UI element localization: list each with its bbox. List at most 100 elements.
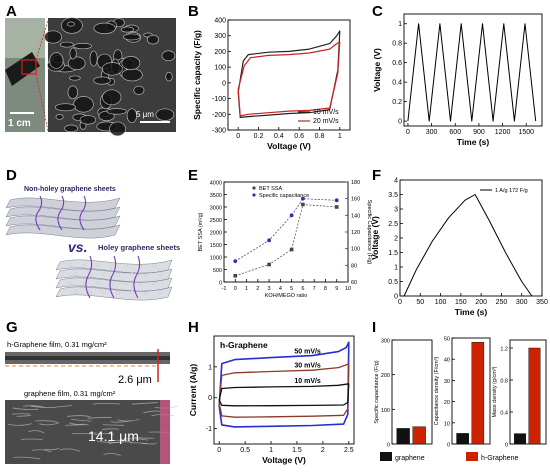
- panel-label-b: B: [188, 3, 199, 20]
- sem-pore: [59, 41, 74, 48]
- cv-loop-2: [218, 383, 350, 407]
- bar-subplot-1: 0 10 20 30 40 50 Capacitance density (F/cm³): [434, 337, 491, 449]
- non-holey-sheets-illustration: [5, 195, 121, 239]
- sem-pore: [73, 42, 93, 50]
- bar-subplot-0: 0 100 200 300 Specific capacitance (F/g): [374, 339, 433, 449]
- layer-texture: [141, 442, 157, 445]
- sheet-hole: [144, 291, 148, 295]
- layer-texture: [131, 402, 158, 405]
- sem-pore: [122, 33, 141, 41]
- y-axis-label: BET SSA (m²/g): [198, 212, 204, 251]
- ion-path: [109, 255, 117, 299]
- layer-texture: [123, 438, 148, 441]
- panel-i-legend: graphene h-Graphene: [380, 452, 518, 462]
- ion-path: [57, 195, 65, 231]
- plot-frame: [213, 335, 355, 445]
- sheet-hole: [124, 281, 128, 285]
- layer-texture: [67, 415, 91, 418]
- sem-pore: [69, 47, 77, 60]
- x-tick-label: 5: [290, 286, 293, 292]
- layer-texture: [31, 449, 52, 453]
- sem-pore: [64, 124, 79, 133]
- x-tick-label: 0: [234, 286, 237, 292]
- y-tick-label: 10: [444, 421, 450, 427]
- layer-texture: [59, 448, 81, 452]
- x-tick-label: 300: [426, 129, 438, 136]
- thickness-highlight: [160, 400, 170, 464]
- layer-texture: [101, 428, 119, 430]
- y-tick-label: 0: [219, 281, 222, 287]
- x-tick-label: 2: [321, 447, 325, 454]
- zoom-line-bottom: [35, 73, 49, 132]
- layer-texture: [53, 405, 72, 408]
- charge-discharge-curve: [407, 23, 537, 122]
- y-tick-label: 0: [505, 443, 508, 449]
- y-tick-label: -100: [212, 96, 226, 103]
- sem-pore: [66, 21, 75, 27]
- x-tick-label: 200: [475, 299, 487, 306]
- sem-pore: [120, 26, 134, 33]
- cv-loop-0: [218, 341, 350, 428]
- legend-label: 10 mV/s: [313, 109, 339, 116]
- galvanostatic-curve: [403, 194, 533, 297]
- y-tick-label: 4: [394, 178, 398, 185]
- sheet-hole: [152, 263, 156, 267]
- x-tick-label: 1: [338, 133, 342, 140]
- y-right-tick-label: 140: [351, 213, 360, 219]
- layer-texture: [71, 418, 92, 422]
- legend-label: Specific capacitance: [259, 193, 309, 199]
- sheet-hole: [116, 291, 120, 295]
- y-tick-label: 0.4: [392, 80, 402, 87]
- x-tick-label: 350: [536, 299, 548, 306]
- y-tick-label: 0: [398, 119, 402, 126]
- y-tick-label: 0.4: [500, 411, 508, 417]
- graphene-sheet: [5, 206, 121, 221]
- y-tick-label: 1: [398, 21, 402, 28]
- y-tick-label: 4000: [210, 181, 222, 187]
- x-tick-label: 0.2: [254, 133, 264, 140]
- sem-pore: [79, 115, 97, 125]
- x-tick-label: 0.5: [240, 447, 250, 454]
- x-tick-label: 3: [268, 286, 271, 292]
- y-tick-label: 0.2: [392, 99, 402, 106]
- y-tick-label: 300: [381, 339, 390, 345]
- x-tick-label: 4: [279, 286, 282, 292]
- vs-label: vs.: [68, 239, 87, 255]
- y-tick-label: 400: [214, 18, 226, 25]
- x-tick-label: 0.8: [315, 133, 325, 140]
- holey-sheets-illustration: [55, 255, 173, 301]
- graphene-cross-section-texture: [7, 402, 178, 460]
- sem-pore: [73, 96, 94, 113]
- x-tick-label: 0: [236, 133, 240, 140]
- y-tick-label: 100: [214, 65, 226, 72]
- y-tick-label: 0.6: [392, 60, 402, 67]
- panel-g: h-Graphene film, 0.31 mg/cm² 2.6 μm grap…: [5, 333, 178, 465]
- sheet-hole: [96, 281, 100, 285]
- layer-texture: [13, 456, 41, 460]
- x-tick-label: 9: [335, 286, 338, 292]
- x-tick-label: 10: [345, 286, 351, 292]
- data-point-capacitance: [334, 198, 339, 203]
- panel-label-d: D: [6, 167, 17, 184]
- x-tick-label: -1: [222, 286, 227, 292]
- y-tick-label: 30: [444, 379, 450, 385]
- ion-path: [85, 255, 93, 299]
- panel-label-g: G: [6, 319, 18, 336]
- series-label: 30 mV/s: [294, 362, 321, 369]
- sem-texture: [44, 17, 176, 137]
- sheet-hole: [82, 264, 86, 268]
- x-tick-label: 0.6: [294, 133, 304, 140]
- layer-texture: [39, 422, 60, 426]
- layer-texture: [133, 437, 155, 439]
- h-graphene-layer: [5, 356, 170, 360]
- data-point-bet: [301, 202, 305, 207]
- sem-pore: [121, 68, 143, 82]
- sheet-hole: [116, 273, 120, 277]
- data-point-bet: [233, 273, 238, 278]
- x-tick-label: 300: [516, 299, 528, 306]
- sheet-hole: [130, 272, 134, 276]
- bar-graphene: [514, 433, 527, 445]
- plot-frame: [391, 339, 433, 445]
- sem-pore: [68, 75, 81, 81]
